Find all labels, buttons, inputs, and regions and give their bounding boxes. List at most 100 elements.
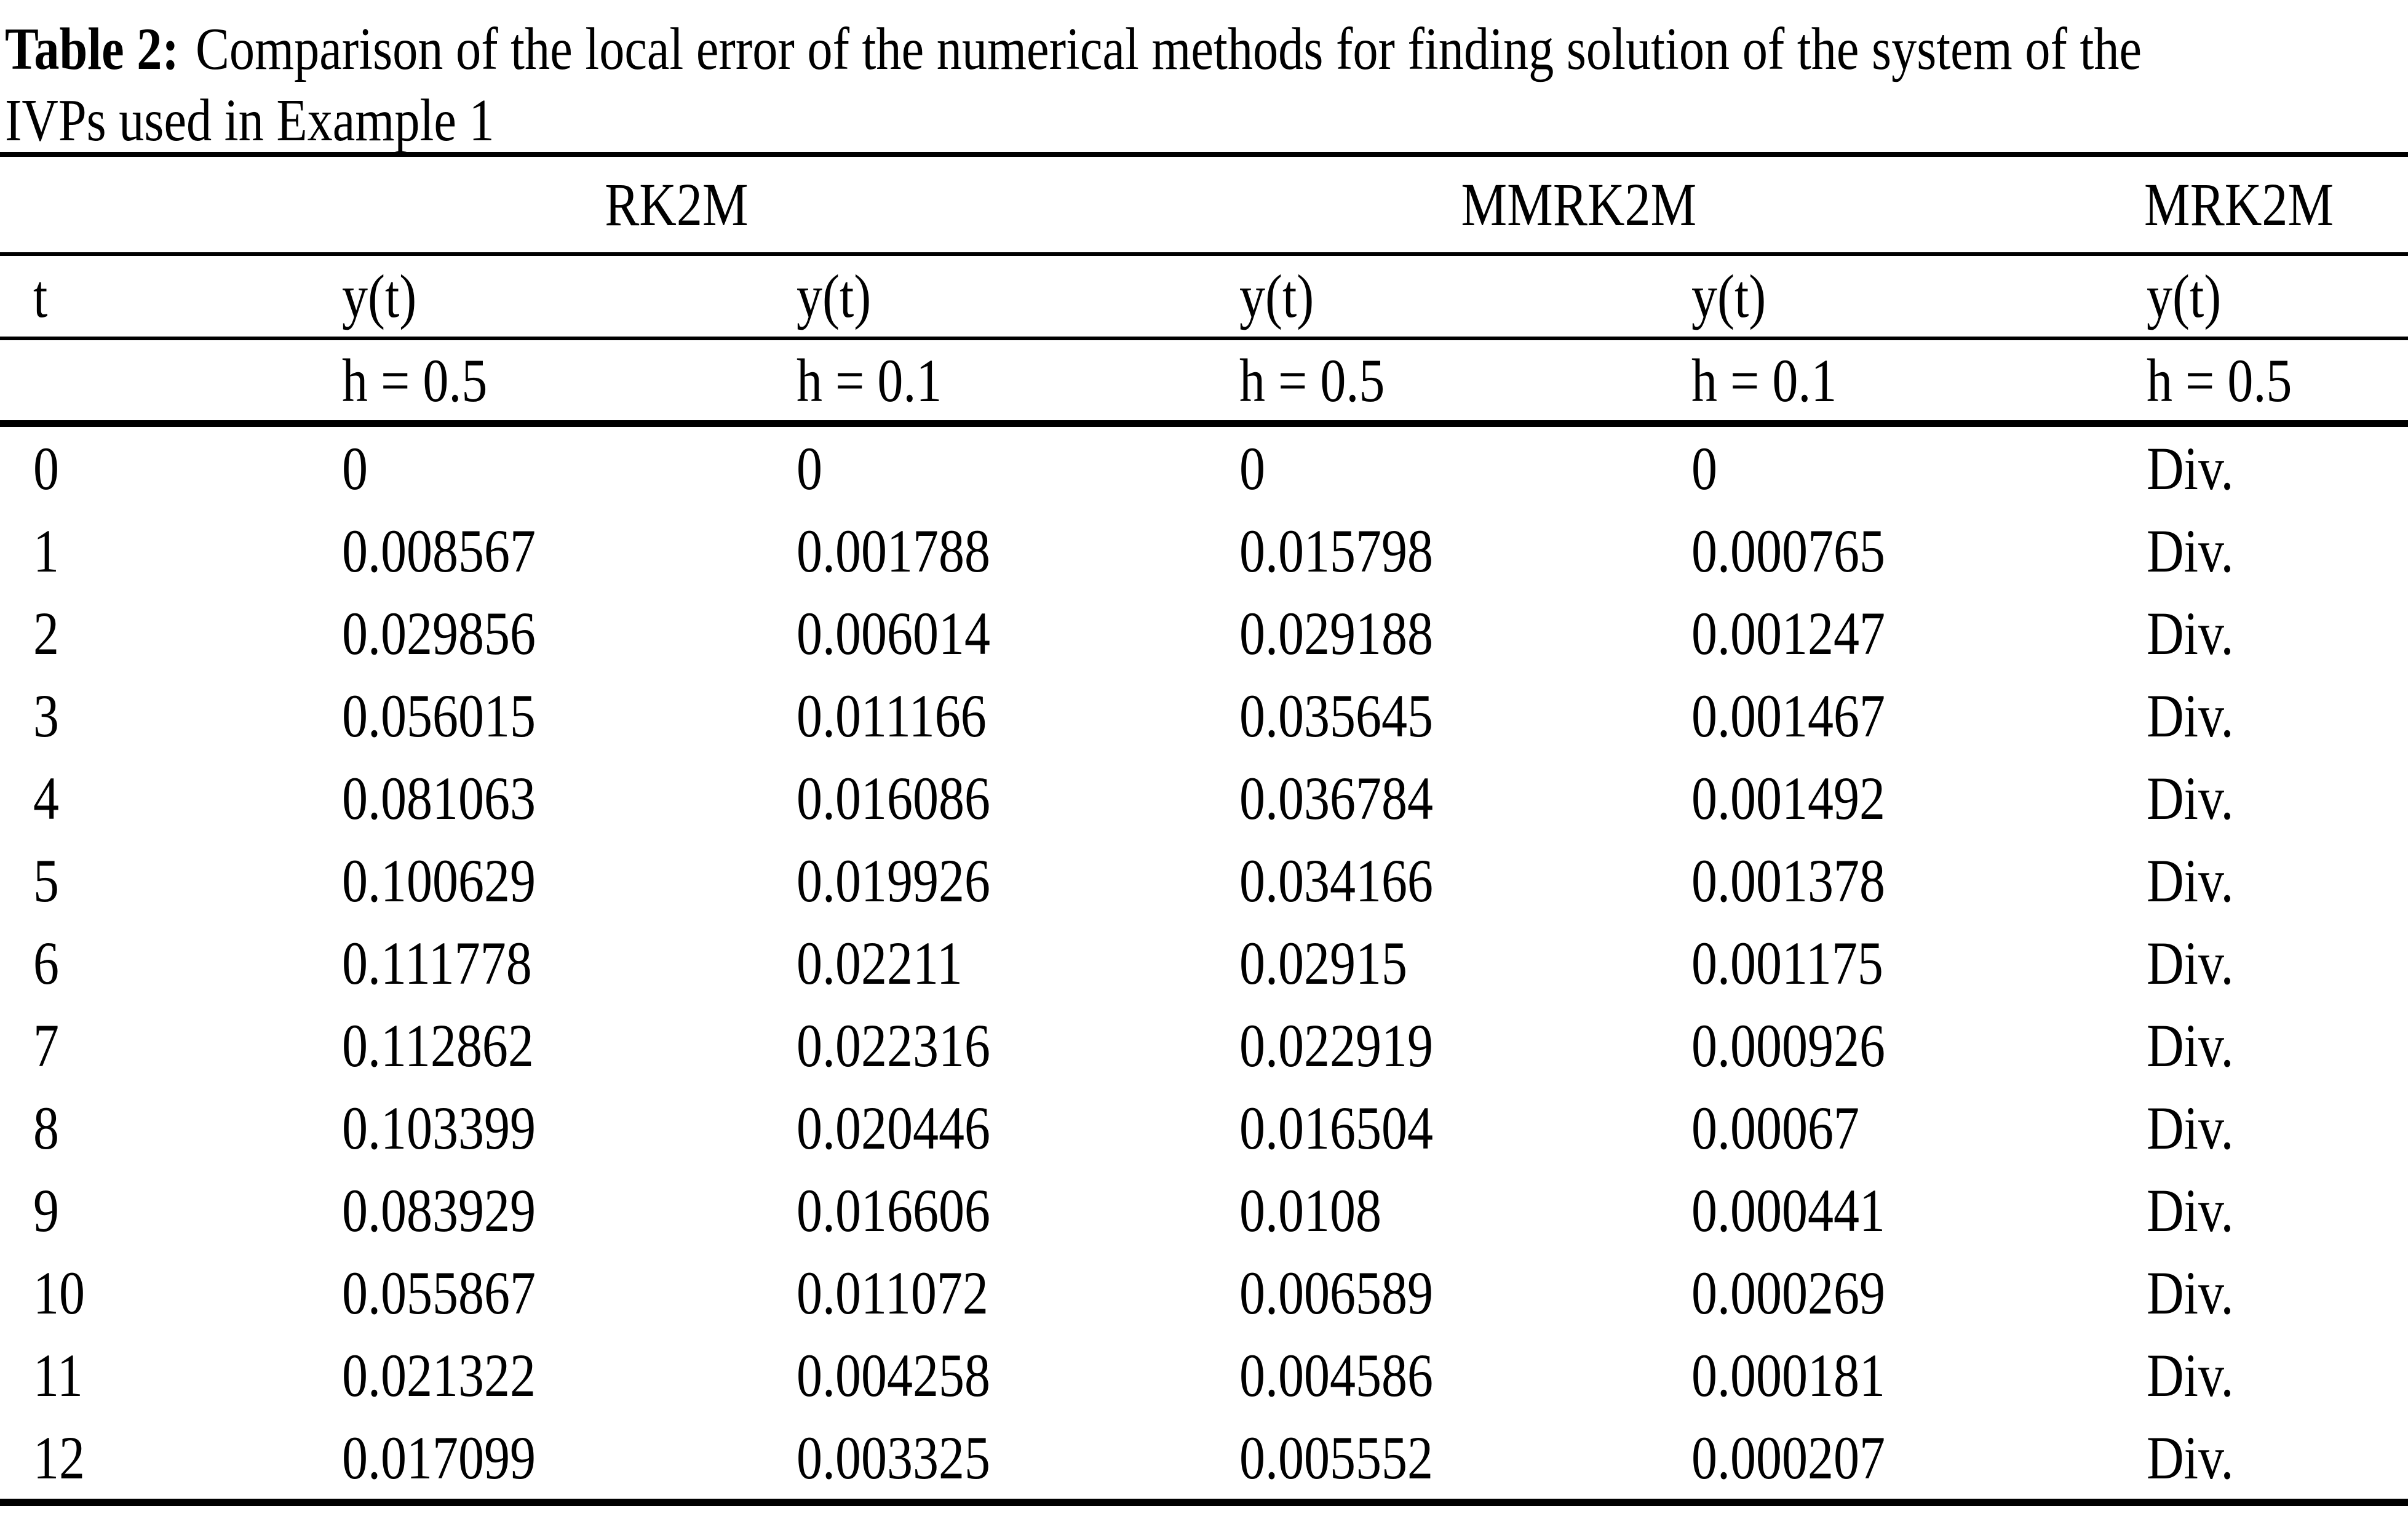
value-cell: 0.001247 — [1691, 599, 1885, 668]
value-cell: 0.029188 — [1239, 599, 1433, 668]
yt-header: y(t) — [1657, 252, 2113, 338]
value-cell: 0.005552 — [1239, 1423, 1433, 1492]
group-header-rk2m: RK2M — [604, 170, 749, 239]
value-cell: 0.055867 — [342, 1258, 536, 1327]
value-cell: 0.019926 — [797, 846, 990, 915]
value-cell: 0.111778 — [342, 928, 532, 997]
value-cell: 0.001175 — [1691, 928, 1883, 997]
value-cell: 0.022919 — [1239, 1011, 1433, 1080]
value-cell: 0.022316 — [797, 1011, 990, 1080]
table-row: 6 0.111778 0.02211 0.02915 0.001175 Div. — [0, 922, 2408, 1004]
value-cell: 0.035645 — [1239, 681, 1433, 750]
value-cell: 0.004586 — [1239, 1341, 1433, 1409]
value-cell: 0.112862 — [342, 1011, 534, 1080]
t-cell: 0 — [0, 420, 308, 509]
value-cell: 0 — [1657, 420, 2113, 509]
value-cell: 0.100629 — [342, 846, 536, 915]
value-cell: 0.036784 — [1239, 763, 1433, 832]
value-cell: 0.016086 — [797, 763, 990, 832]
yt-header: y(t) — [1205, 252, 1657, 338]
value-cell: 0.020446 — [797, 1093, 990, 1162]
table-row: 1 0.008567 0.001788 0.015798 0.000765 Di… — [0, 509, 2408, 592]
value-cell: 0.017099 — [342, 1423, 536, 1492]
value-cell: 0.021322 — [342, 1341, 536, 1409]
group-header-mrk2m: MRK2M — [2144, 170, 2334, 239]
value-cell: 0.001378 — [1691, 846, 1885, 915]
value-cell: Div. — [2147, 928, 2234, 997]
t-cell: 10 — [33, 1258, 85, 1327]
value-cell: 0.000441 — [1691, 1176, 1885, 1245]
t-cell: 11 — [33, 1341, 83, 1409]
t-cell: 1 — [33, 516, 59, 585]
value-cell: 0 — [308, 420, 762, 509]
t-cell: 5 — [33, 846, 59, 915]
t-cell: 7 — [33, 1011, 59, 1080]
table-row: 10 0.055867 0.011072 0.006589 0.000269 D… — [0, 1251, 2408, 1334]
value-cell: 0.016504 — [1239, 1093, 1433, 1162]
value-cell: Div. — [2147, 1093, 2234, 1162]
value-cell: 0.001492 — [1691, 763, 1885, 832]
t-cell: 6 — [33, 928, 59, 997]
value-cell: 0.008567 — [342, 516, 536, 585]
h-header: h = 0.1 — [1657, 337, 2113, 424]
value-cell: Div. — [2112, 420, 2408, 509]
yt-header: y(t) — [762, 252, 1205, 338]
yt-header: y(t) — [308, 252, 762, 338]
value-cell: 0.006589 — [1239, 1258, 1433, 1327]
table-row: 9 0.083929 0.016606 0.0108 0.000441 Div. — [0, 1169, 2408, 1251]
table-row: 2 0.029856 0.006014 0.029188 0.001247 Di… — [0, 592, 2408, 674]
table-row: 11 0.021322 0.004258 0.004586 0.000181 D… — [0, 1334, 2408, 1416]
step-size-header-row: h = 0.5 h = 0.1 h = 0.5 h = 0.1 h = 0.5 — [0, 337, 2408, 424]
table-row: 7 0.112862 0.022316 0.022919 0.000926 Di… — [0, 1004, 2408, 1086]
method-header-row: RK2M MMRK2M MRK2M — [0, 154, 2408, 254]
value-cell: 0.103399 — [342, 1093, 536, 1162]
value-cell: 0.02915 — [1239, 928, 1407, 997]
value-cell: 0.00067 — [1691, 1093, 1859, 1162]
yt-header: y(t) — [2112, 252, 2408, 338]
empty-cell — [0, 337, 308, 424]
value-cell: 0.001467 — [1691, 681, 1885, 750]
value-cell: Div. — [2147, 846, 2234, 915]
value-cell: Div. — [2147, 1011, 2234, 1080]
value-cell: Div. — [2147, 599, 2234, 668]
t-header: t — [0, 252, 308, 338]
value-cell: 0.016606 — [797, 1176, 990, 1245]
value-cell: 0 — [1205, 420, 1657, 509]
value-cell: Div. — [2147, 1423, 2234, 1492]
caption-line-1: Table 2: Comparison of the local error of… — [5, 14, 2408, 85]
value-cell: 0.0108 — [1239, 1176, 1381, 1245]
h-header: h = 0.1 — [762, 337, 1205, 424]
table-row: 5 0.100629 0.019926 0.034166 0.001378 Di… — [0, 839, 2408, 922]
table-caption: Table 2: Comparison of the local error of… — [0, 0, 2408, 154]
value-cell: 0.081063 — [342, 763, 536, 832]
t-cell: 8 — [33, 1093, 59, 1162]
t-cell: 12 — [33, 1423, 85, 1492]
table-row: 8 0.103399 0.020446 0.016504 0.00067 Div… — [0, 1086, 2408, 1169]
value-cell: 0.000207 — [1691, 1423, 1885, 1492]
value-cell: 0.029856 — [342, 599, 536, 668]
value-cell: Div. — [2147, 1341, 2234, 1409]
value-cell: 0.015798 — [1239, 516, 1433, 585]
empty-cell — [0, 154, 308, 254]
value-cell: 0.000181 — [1691, 1341, 1885, 1409]
table-row: 3 0.056015 0.011166 0.035645 0.001467 Di… — [0, 674, 2408, 757]
value-cell: 0.034166 — [1239, 846, 1433, 915]
value-cell: 0.000765 — [1691, 516, 1885, 585]
t-cell: 3 — [33, 681, 59, 750]
value-cell: 0.001788 — [797, 516, 990, 585]
value-cell: Div. — [2147, 516, 2234, 585]
value-cell: Div. — [2147, 1176, 2234, 1245]
value-cell: 0.004258 — [797, 1341, 990, 1409]
table-row: 4 0.081063 0.016086 0.036784 0.001492 Di… — [0, 757, 2408, 839]
value-cell: 0.000926 — [1691, 1011, 1885, 1080]
value-cell: 0.000269 — [1691, 1258, 1885, 1327]
value-cell: Div. — [2147, 681, 2234, 750]
t-cell: 9 — [33, 1176, 59, 1245]
caption-label: Table 2: — [5, 16, 179, 82]
value-cell: 0.083929 — [342, 1176, 536, 1245]
group-header-mmrk2m: MMRK2M — [1461, 170, 1696, 239]
value-cell: 0.011166 — [797, 681, 987, 750]
table-row: 0 0 0 0 0 Div. — [0, 420, 2408, 509]
table-row: 12 0.017099 0.003325 0.005552 0.000207 D… — [0, 1416, 2408, 1502]
